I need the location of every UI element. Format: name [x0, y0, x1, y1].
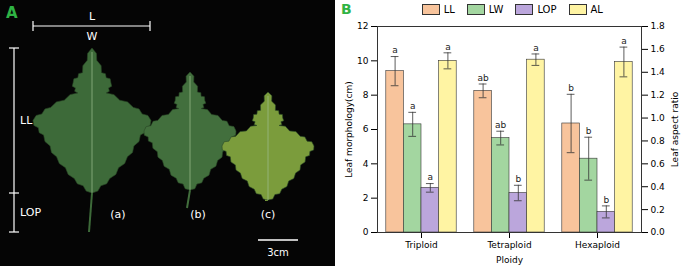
svg-text:Hexaploid: Hexaploid	[575, 240, 620, 250]
svg-text:8: 8	[363, 90, 369, 100]
svg-text:b: b	[586, 126, 592, 136]
svg-text:1.4: 1.4	[651, 67, 666, 77]
svg-text:0.0: 0.0	[651, 227, 666, 237]
svg-text:a: a	[621, 36, 627, 46]
svg-text:(a): (a)	[110, 208, 125, 221]
svg-text:b: b	[515, 174, 521, 184]
svg-text:Leaf morphology(cm): Leaf morphology(cm)	[344, 81, 354, 178]
html-text:LL: LL	[443, 3, 455, 15]
html-text:LW: LW	[488, 3, 504, 15]
svg-text:Tetraploid: Tetraploid	[486, 240, 531, 250]
svg-text:a: a	[410, 101, 416, 111]
svg-text:W: W	[87, 30, 98, 43]
svg-text:b: b	[568, 83, 574, 93]
svg-text:Ploidy: Ploidy	[496, 255, 524, 265]
svg-text:0.2: 0.2	[651, 204, 665, 214]
svg-text:1.2: 1.2	[651, 90, 665, 100]
svg-text:Triploid: Triploid	[404, 240, 437, 250]
svg-text:Leaf aspect ratio: Leaf aspect ratio	[670, 91, 680, 167]
svg-text:3cm: 3cm	[267, 247, 289, 258]
svg-text:b: b	[603, 195, 609, 205]
svg-text:1.0: 1.0	[651, 113, 666, 123]
svg-text:2: 2	[363, 193, 369, 203]
svg-text:0.6: 0.6	[651, 159, 666, 169]
svg-text:a: a	[445, 42, 451, 52]
svg-text:LOP: LOP	[20, 206, 41, 219]
svg-text:(b): (b)	[190, 208, 206, 221]
svg-text:ab: ab	[495, 120, 507, 130]
html-text:AL: AL	[590, 3, 603, 15]
svg-text:0.4: 0.4	[651, 182, 666, 192]
svg-text:0.8: 0.8	[651, 136, 666, 146]
svg-text:LL: LL	[20, 114, 33, 127]
svg-text:(c): (c)	[261, 208, 276, 221]
svg-text:a: a	[428, 172, 434, 182]
svg-text:12: 12	[357, 21, 368, 31]
svg-text:A: A	[6, 4, 18, 22]
svg-text:0: 0	[363, 227, 369, 237]
html-text:LOP: LOP	[537, 3, 557, 15]
svg-text:a: a	[392, 45, 398, 55]
svg-text:6: 6	[363, 124, 369, 134]
svg-text:L: L	[89, 10, 96, 23]
svg-text:4: 4	[363, 159, 369, 169]
svg-text:10: 10	[357, 56, 369, 66]
svg-text:1.6: 1.6	[651, 44, 666, 54]
svg-text:a: a	[533, 43, 539, 53]
svg-text:ab: ab	[477, 73, 489, 83]
html-text:B: B	[341, 1, 352, 17]
svg-text:1.8: 1.8	[651, 21, 666, 31]
